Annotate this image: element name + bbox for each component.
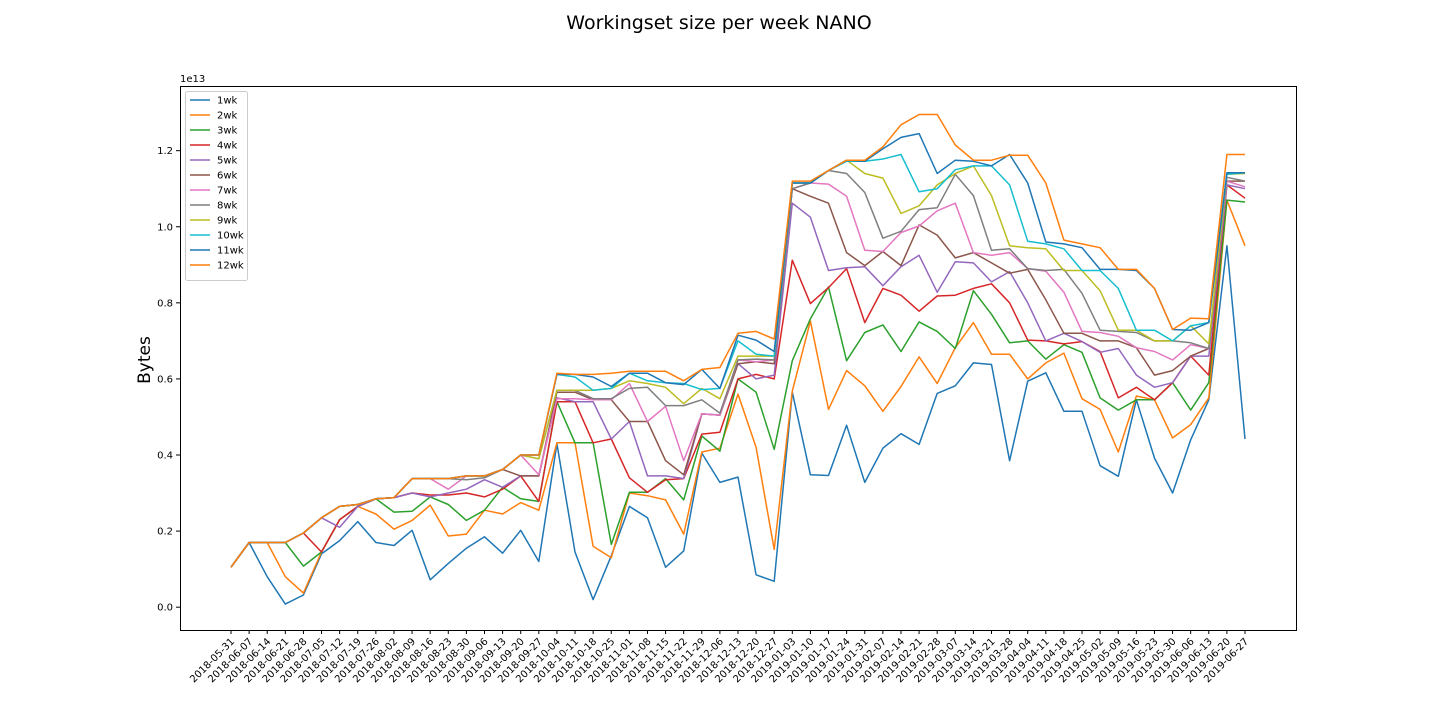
legend-label: 5wk xyxy=(217,156,238,167)
series-line-1wk xyxy=(230,245,1246,605)
y-tick-label: 1.2 xyxy=(157,146,173,157)
legend-label: 11wk xyxy=(217,246,244,257)
legend-label: 2wk xyxy=(217,111,238,122)
y-offset-label: 1e13 xyxy=(180,74,205,85)
series-line-8wk xyxy=(230,169,1246,568)
series-line-2wk xyxy=(230,199,1246,594)
y-tick-label: 0.4 xyxy=(157,451,173,462)
legend-label: 6wk xyxy=(217,171,238,182)
series-line-11wk xyxy=(230,132,1245,568)
series-line-3wk xyxy=(230,199,1246,568)
y-tick-label: 0.2 xyxy=(157,527,173,538)
legend-label: 12wk xyxy=(217,261,244,272)
series-line-6wk xyxy=(230,180,1245,568)
series-line-5wk xyxy=(230,184,1246,568)
y-tick-label: 1.0 xyxy=(157,222,173,233)
series-line-4wk xyxy=(230,184,1246,568)
series-lines xyxy=(230,113,1246,605)
y-tick-label: 0.6 xyxy=(157,374,173,385)
y-tick-label: 0.0 xyxy=(157,603,173,614)
legend-label: 4wk xyxy=(217,141,238,152)
x-axis-ticks: 2018-05-312018-06-072018-06-142018-06-21… xyxy=(188,630,1251,685)
legend-label: 3wk xyxy=(217,126,238,137)
legend-label: 10wk xyxy=(217,231,244,242)
series-line-12wk xyxy=(230,113,1245,568)
legend-label: 7wk xyxy=(217,186,238,197)
legend: 1wk 2wk 3wk 4wk 5wk 6wk 7wk 8wk 9wk 10wk 11wk 12wk xyxy=(185,91,248,281)
y-axis-label: Bytes xyxy=(135,336,155,384)
legend-label: 1wk xyxy=(217,96,238,107)
legend-frame xyxy=(185,91,248,281)
chart-title: Workingset size per week NANO xyxy=(566,12,871,34)
legend-label: 8wk xyxy=(217,201,238,212)
series-line-7wk xyxy=(230,180,1246,568)
plot-frame xyxy=(180,86,1297,631)
y-axis-ticks: 0.0 0.2 0.4 0.6 0.8 1.0 1.2 xyxy=(157,146,180,614)
y-tick-label: 0.8 xyxy=(157,298,173,309)
legend-label: 9wk xyxy=(217,216,238,227)
